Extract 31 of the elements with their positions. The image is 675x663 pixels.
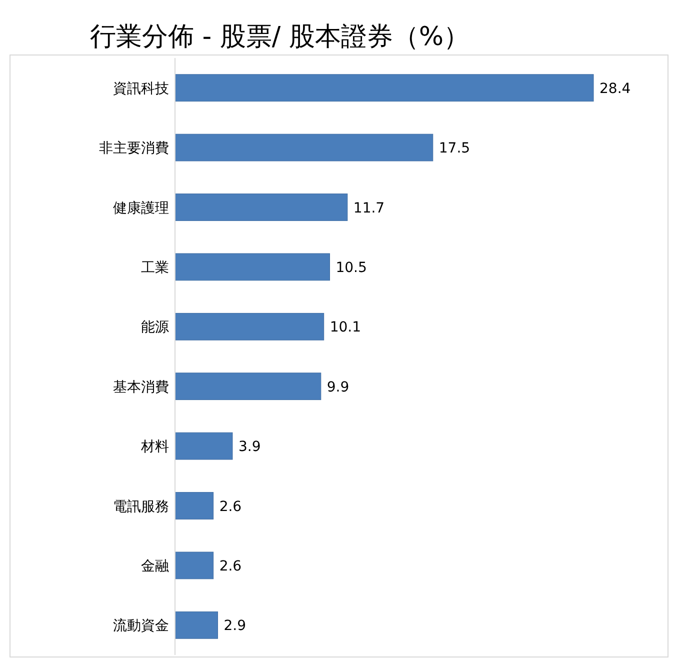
bar [174,134,434,162]
bar [174,372,322,400]
data-label: 10.1 [330,320,362,336]
y-tick-label: 基本消費 [113,379,169,396]
y-tick-label: 電訊服務 [113,498,169,515]
bar [174,492,214,520]
y-tick-label: 工業 [141,260,169,276]
chart-title: 行業分佈 - 股票/ 股本證券（%） [90,22,470,52]
y-tick-label: 流動資金 [113,618,169,634]
bar [174,312,324,340]
data-label: 11.7 [353,200,385,216]
data-label: 2.6 [219,558,242,574]
bar [174,552,214,580]
data-label: 2.9 [224,618,246,634]
y-tick-label: 金融 [141,558,169,574]
bar [174,432,233,460]
data-label: 10.5 [336,260,367,276]
data-label: 2.6 [219,498,242,515]
y-tick-label: 材料 [140,439,169,456]
y-tick-label: 非主要消費 [99,140,169,157]
bar [174,194,348,221]
data-label: 9.9 [326,379,350,396]
y-tick-label: 健康護理 [113,200,169,216]
data-label: 28.4 [600,80,631,97]
data-label: 3.9 [238,439,261,456]
data-label: 17.5 [438,140,470,157]
y-tick-label: 資訊科技 [113,80,169,97]
bar [174,253,330,281]
y-tick-label: 能源 [141,320,169,336]
bar [174,611,218,639]
bar [174,74,594,102]
